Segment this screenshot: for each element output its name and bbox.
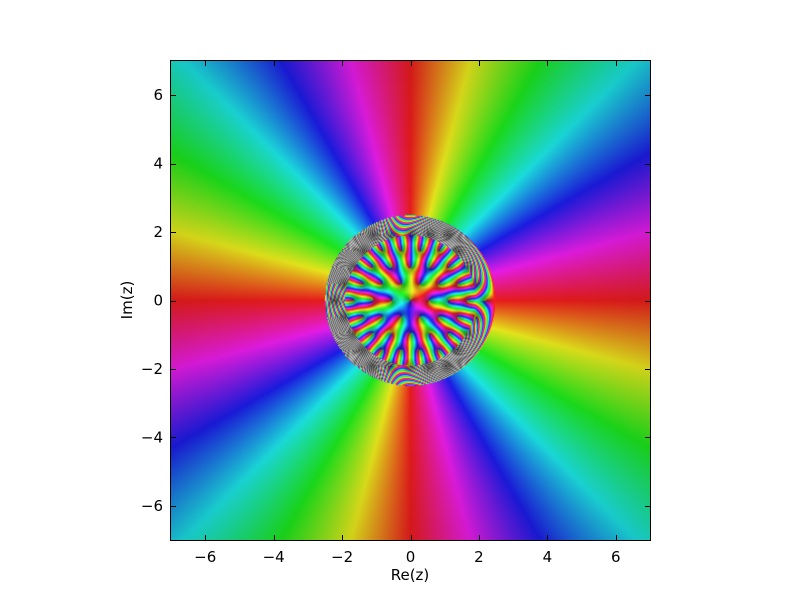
plot-frame <box>170 60 651 541</box>
x-tick-label: 2 <box>474 548 484 566</box>
x-tick-label: −2 <box>331 548 353 566</box>
x-tick-label: −6 <box>194 548 216 566</box>
y-axis-label: Im(z) <box>118 281 136 320</box>
x-tick-label: 0 <box>406 548 416 566</box>
x-tick-label: 6 <box>611 548 621 566</box>
y-tick-label: −2 <box>141 360 163 378</box>
x-tick-label: 4 <box>543 548 553 566</box>
x-tick-label: −4 <box>263 548 285 566</box>
x-axis-label: Re(z) <box>391 566 430 584</box>
domain-coloring-image <box>171 61 650 540</box>
y-tick-label: 6 <box>153 86 163 104</box>
y-tick-label: −6 <box>141 497 163 515</box>
y-tick-label: 4 <box>153 155 163 173</box>
y-tick-label: 2 <box>153 223 163 241</box>
y-tick-label: −4 <box>141 428 163 446</box>
ticks: −6 −4 −2 0 2 4 6 −6 −4 −2 0 2 4 6 <box>141 61 650 566</box>
y-tick-label: 0 <box>153 292 163 310</box>
